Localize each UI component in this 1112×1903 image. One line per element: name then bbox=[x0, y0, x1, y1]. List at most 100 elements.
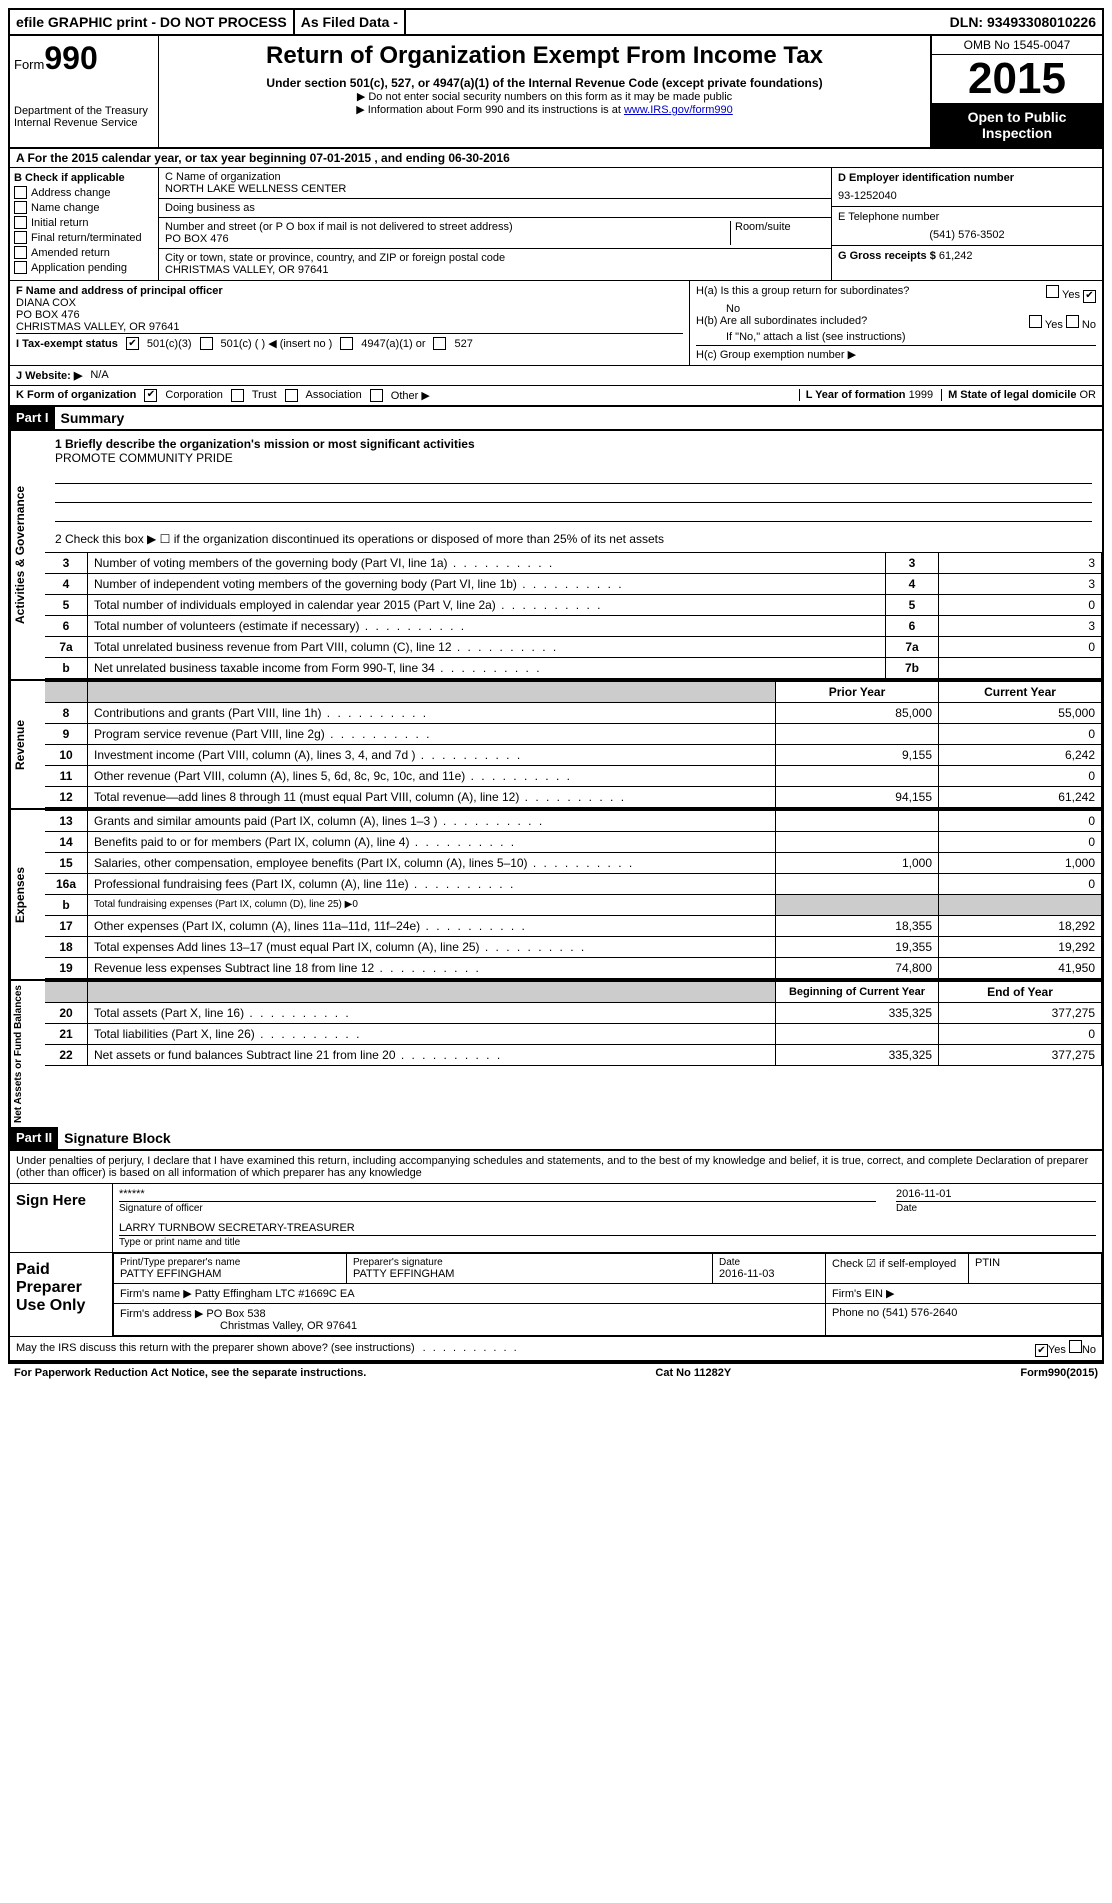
discuss-row: May the IRS discuss this return with the… bbox=[10, 1337, 1102, 1363]
row-val bbox=[939, 657, 1102, 678]
row-num: 18 bbox=[45, 936, 88, 957]
netassets-label: Net Assets or Fund Balances bbox=[10, 981, 45, 1127]
hb-label: H(b) Are all subordinates included? bbox=[696, 315, 867, 331]
curr-val: 377,275 bbox=[939, 1044, 1102, 1065]
checkbox-ha-no[interactable]: ✔ bbox=[1083, 290, 1096, 303]
netassets-section: Net Assets or Fund Balances Beginning of… bbox=[10, 979, 1102, 1127]
sig-date-value: 2016-11-01 bbox=[896, 1188, 1096, 1202]
row-desc: Total revenue—add lines 8 through 11 (mu… bbox=[88, 786, 776, 807]
irs-link[interactable]: www.IRS.gov/form990 bbox=[624, 104, 733, 116]
checkbox-address-change[interactable] bbox=[14, 186, 27, 199]
paid-preparer-label: Paid Preparer Use Only bbox=[10, 1253, 113, 1336]
row-code: 4 bbox=[886, 573, 939, 594]
row-code: 6 bbox=[886, 615, 939, 636]
checkbox-final-return[interactable] bbox=[14, 231, 27, 244]
row-desc: Number of voting members of the governin… bbox=[88, 552, 886, 573]
phone-label: E Telephone number bbox=[838, 211, 1096, 223]
row-num: 13 bbox=[45, 810, 88, 831]
city-label: City or town, state or province, country… bbox=[165, 252, 825, 264]
cat-no: Cat No 11282Y bbox=[655, 1367, 731, 1379]
city-value: CHRISTMAS VALLEY, OR 97641 bbox=[165, 264, 825, 276]
prior-val bbox=[776, 723, 939, 744]
row-desc: Total fundraising expenses (Part IX, col… bbox=[88, 894, 776, 915]
officer-addr1: PO BOX 476 bbox=[16, 309, 683, 321]
dln: DLN: 93493308010226 bbox=[944, 10, 1102, 34]
checkbox-initial-return[interactable] bbox=[14, 216, 27, 229]
form-title: Return of Organization Exempt From Incom… bbox=[167, 42, 922, 70]
org-name: NORTH LAKE WELLNESS CENTER bbox=[165, 183, 825, 195]
ptin-label: PTIN bbox=[969, 1253, 1102, 1283]
checkbox-pending[interactable] bbox=[14, 261, 27, 274]
ha-no-text: No bbox=[726, 303, 1096, 315]
row-num: 22 bbox=[45, 1044, 88, 1065]
checkbox-ha-yes[interactable] bbox=[1046, 285, 1059, 298]
section-d-e-g: D Employer identification number 93-1252… bbox=[831, 168, 1102, 280]
checkbox-discuss-no[interactable] bbox=[1069, 1340, 1082, 1353]
firm-addr1: PO Box 538 bbox=[206, 1308, 265, 1320]
row-desc: Total liabilities (Part X, line 26) bbox=[88, 1023, 776, 1044]
prior-val bbox=[776, 1023, 939, 1044]
row-desc: Total number of individuals employed in … bbox=[88, 594, 886, 615]
row-val: 0 bbox=[939, 594, 1102, 615]
curr-val: 19,292 bbox=[939, 936, 1102, 957]
checkbox-501c3[interactable]: ✔ bbox=[126, 337, 139, 350]
prior-val: 335,325 bbox=[776, 1002, 939, 1023]
firm-ein: Firm's EIN ▶ bbox=[826, 1283, 1102, 1303]
revenue-section: Revenue Prior Year Current Year8 Contrib… bbox=[10, 679, 1102, 808]
row-desc: Total assets (Part X, line 16) bbox=[88, 1002, 776, 1023]
self-employed: Check ☑ if self-employed bbox=[826, 1253, 969, 1283]
prior-val bbox=[776, 765, 939, 786]
curr-val: 0 bbox=[939, 873, 1102, 894]
ha-label: H(a) Is this a group return for subordin… bbox=[696, 285, 909, 303]
row-num: 12 bbox=[45, 786, 88, 807]
row-j: J Website: ▶ N/A bbox=[10, 366, 1102, 386]
checkbox-527[interactable] bbox=[433, 337, 446, 350]
expenses-label: Expenses bbox=[10, 810, 45, 979]
checkbox-hb-yes[interactable] bbox=[1029, 315, 1042, 328]
checkbox-other[interactable] bbox=[370, 389, 383, 402]
row-num: 21 bbox=[45, 1023, 88, 1044]
revenue-table: Prior Year Current Year8 Contributions a… bbox=[45, 681, 1102, 808]
row-desc: Revenue less expenses Subtract line 18 f… bbox=[88, 957, 776, 978]
row-val: 3 bbox=[939, 573, 1102, 594]
row-desc: Total expenses Add lines 13–17 (must equ… bbox=[88, 936, 776, 957]
checkbox-name-change[interactable] bbox=[14, 201, 27, 214]
preparer-name: PATTY EFFINGHAM bbox=[120, 1268, 340, 1280]
checkbox-501c[interactable] bbox=[200, 337, 213, 350]
prior-val bbox=[776, 831, 939, 852]
room-label: Room/suite bbox=[730, 221, 825, 245]
checkbox-corp[interactable]: ✔ bbox=[144, 389, 157, 402]
section-h: H(a) Is this a group return for subordin… bbox=[690, 281, 1102, 365]
prior-val: 74,800 bbox=[776, 957, 939, 978]
checkbox-assoc[interactable] bbox=[285, 389, 298, 402]
firm-addr2: Christmas Valley, OR 97641 bbox=[220, 1320, 357, 1332]
checkbox-4947[interactable] bbox=[340, 337, 353, 350]
checkbox-amended[interactable] bbox=[14, 246, 27, 259]
curr-val: 6,242 bbox=[939, 744, 1102, 765]
revenue-label: Revenue bbox=[10, 681, 45, 808]
row-val: 3 bbox=[939, 615, 1102, 636]
row-desc: Salaries, other compensation, employee b… bbox=[88, 852, 776, 873]
curr-val: 0 bbox=[939, 831, 1102, 852]
curr-val: 0 bbox=[939, 1023, 1102, 1044]
netassets-table: Beginning of Current Year End of Year20 … bbox=[45, 981, 1102, 1066]
irs: Internal Revenue Service bbox=[14, 117, 154, 129]
header-center: Return of Organization Exempt From Incom… bbox=[159, 36, 930, 147]
checkbox-discuss-yes[interactable]: ✔ bbox=[1035, 1344, 1048, 1357]
prior-val: 85,000 bbox=[776, 702, 939, 723]
prior-val: 335,325 bbox=[776, 1044, 939, 1065]
row-i-label: I Tax-exempt status bbox=[16, 338, 118, 350]
hc-label: H(c) Group exemption number ▶ bbox=[696, 345, 1096, 361]
row-k-l-m: K Form of organization ✔Corporation Trus… bbox=[10, 386, 1102, 407]
curr-val: 0 bbox=[939, 765, 1102, 786]
perjury-statement: Under penalties of perjury, I declare th… bbox=[10, 1151, 1102, 1184]
mission-line bbox=[55, 505, 1092, 522]
curr-val: 41,950 bbox=[939, 957, 1102, 978]
section-b-c-d: B Check if applicable Address change Nam… bbox=[10, 168, 1102, 281]
section-c: C Name of organization NORTH LAKE WELLNE… bbox=[159, 168, 831, 280]
curr-val: 1,000 bbox=[939, 852, 1102, 873]
row-desc: Contributions and grants (Part VIII, lin… bbox=[88, 702, 776, 723]
checkbox-hb-no[interactable] bbox=[1066, 315, 1079, 328]
checkbox-trust[interactable] bbox=[231, 389, 244, 402]
governance-label: Activities & Governance bbox=[10, 431, 45, 679]
